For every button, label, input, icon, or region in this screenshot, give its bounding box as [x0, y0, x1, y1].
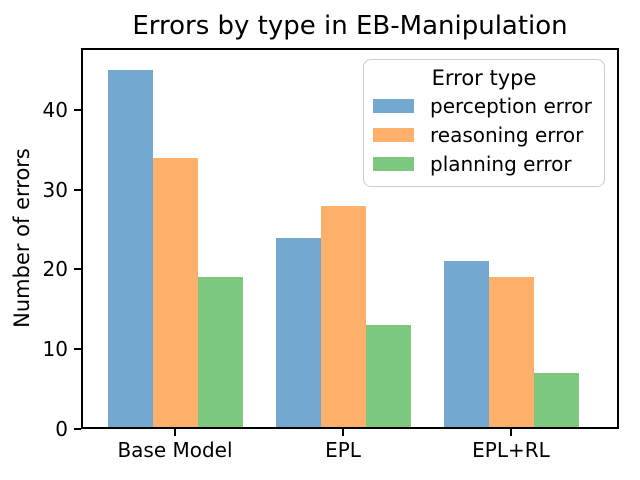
- legend-item: perception error: [364, 91, 604, 120]
- y-tick-mark: [74, 348, 81, 351]
- legend-swatch: [373, 98, 414, 113]
- bar: [443, 261, 489, 429]
- y-tick-label: 10: [42, 337, 68, 362]
- legend-items: perception error reasoning error planning …: [364, 91, 604, 178]
- bar: [533, 373, 579, 429]
- y-tick-label: 0: [55, 417, 68, 441]
- chart-title: Errors by type in EB-Manipulation: [132, 11, 568, 41]
- legend-item: reasoning error: [364, 120, 604, 149]
- x-tick-label: EPL: [325, 438, 361, 462]
- bar: [488, 277, 534, 429]
- legend-swatch: [373, 127, 414, 142]
- y-tick-mark: [74, 428, 81, 430]
- legend-swatch: [373, 156, 414, 171]
- x-tick-label: EPL+RL: [472, 438, 550, 462]
- y-tick-mark: [74, 108, 81, 111]
- y-tick-label: 20: [42, 257, 68, 282]
- bar: [365, 325, 411, 429]
- legend-item: planning error: [364, 149, 604, 178]
- x-tick-mark: [174, 429, 176, 436]
- y-tick-label: 30: [42, 177, 68, 202]
- bar: [275, 237, 321, 429]
- bar: [197, 277, 243, 429]
- legend-title: Error type: [431, 66, 537, 90]
- bar: [152, 157, 198, 429]
- y-tick-label: 40: [42, 97, 68, 122]
- y-tick-mark: [74, 268, 81, 271]
- x-tick-mark: [342, 429, 344, 436]
- legend-item-label: planning error: [430, 151, 572, 176]
- bar: [107, 69, 153, 429]
- x-tick-mark: [510, 429, 512, 436]
- y-axis-label: Number of errors: [10, 148, 34, 328]
- x-tick-label: Base Model: [117, 438, 233, 462]
- legend-item-label: perception error: [430, 93, 592, 118]
- bar: [320, 205, 366, 429]
- y-tick-mark: [74, 188, 81, 191]
- legend: Error type perception error reasoning err…: [363, 59, 605, 187]
- legend-item-label: reasoning error: [430, 122, 584, 147]
